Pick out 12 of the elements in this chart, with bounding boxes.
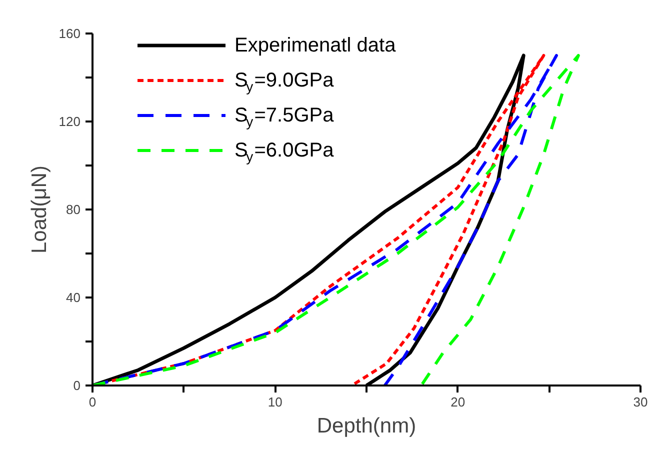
y-tick-label: 80 <box>66 202 81 217</box>
y-axis-title: Load(μN) <box>28 166 51 254</box>
y-tick-label: 40 <box>66 290 81 305</box>
x-axis-title: Depth(nm) <box>316 414 416 438</box>
x-tick-label: 0 <box>88 394 96 410</box>
y-tick-label: 0 <box>73 378 81 393</box>
y-tick-label: 160 <box>58 26 81 41</box>
x-tick-label: 30 <box>633 394 648 410</box>
x-tick-label: 20 <box>450 394 466 410</box>
legend-label: Experimenatl data <box>234 34 397 56</box>
y-tick-label: 120 <box>58 114 81 129</box>
x-tick-label: 10 <box>268 394 282 410</box>
